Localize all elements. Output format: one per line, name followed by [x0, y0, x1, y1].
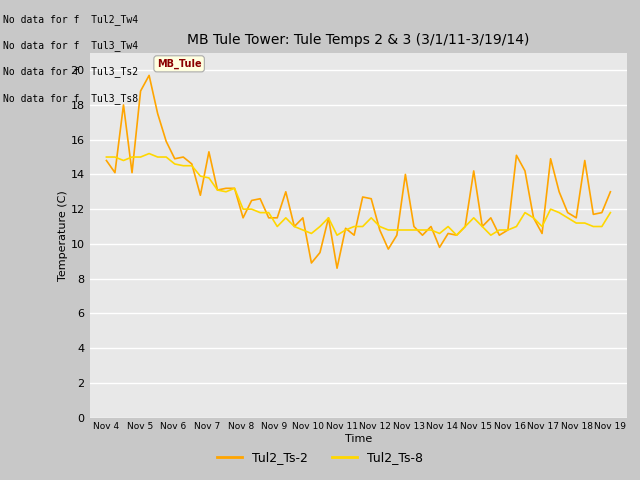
Text: No data for f  Tul3_Ts8: No data for f Tul3_Ts8 [3, 93, 138, 104]
Text: MB_Tule: MB_Tule [157, 59, 202, 69]
Text: No data for f  Tul3_Ts2: No data for f Tul3_Ts2 [3, 66, 138, 77]
X-axis label: Time: Time [345, 434, 372, 444]
Text: No data for f  Tul2_Tw4: No data for f Tul2_Tw4 [3, 13, 138, 24]
Title: MB Tule Tower: Tule Temps 2 & 3 (3/1/11-3/19/14): MB Tule Tower: Tule Temps 2 & 3 (3/1/11-… [188, 34, 529, 48]
Legend: Tul2_Ts-2, Tul2_Ts-8: Tul2_Ts-2, Tul2_Ts-8 [212, 446, 428, 469]
Text: No data for f  Tul3_Tw4: No data for f Tul3_Tw4 [3, 40, 138, 51]
Y-axis label: Temperature (C): Temperature (C) [58, 190, 68, 281]
